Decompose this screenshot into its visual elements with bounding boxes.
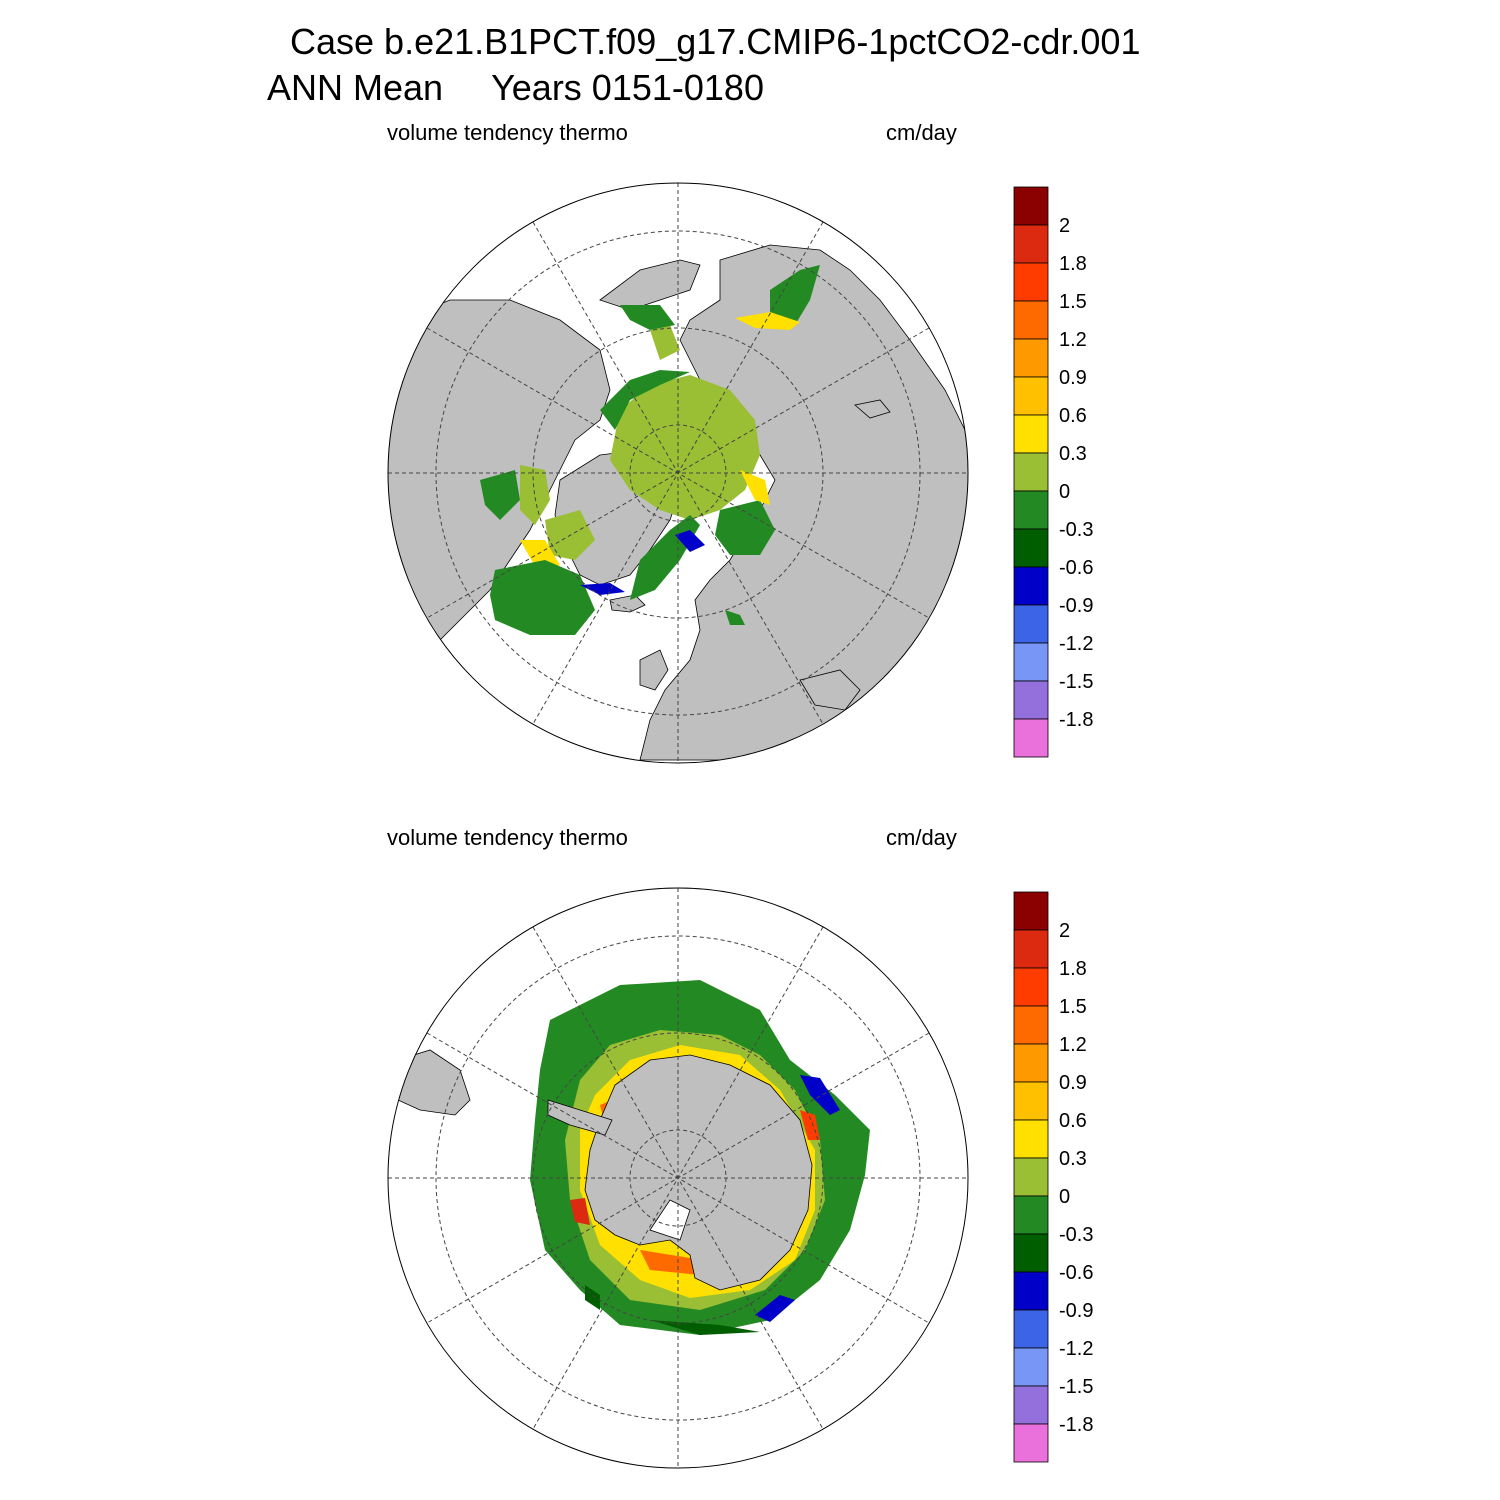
south-colorbar-label: -0.6 — [1059, 1262, 1093, 1284]
north-polar-map — [387, 182, 969, 764]
north-colorbar-box — [1013, 224, 1049, 264]
north-graticule — [388, 183, 968, 763]
south-colorbar-box — [1013, 1233, 1049, 1273]
south-colorbar-box — [1013, 1043, 1049, 1083]
north-colorbar-box — [1013, 414, 1049, 454]
north-colorbar-box — [1013, 566, 1049, 606]
south-colorbar-box — [1013, 1157, 1049, 1197]
south-colorbar-box — [1013, 929, 1049, 969]
south-colorbar-label: -1.2 — [1059, 1338, 1093, 1360]
south-colorbar-box — [1013, 1347, 1049, 1387]
south-colorbar-box — [1013, 1081, 1049, 1121]
south-colorbar-label: -0.3 — [1059, 1224, 1093, 1246]
antarctic-peninsula — [547, 1099, 613, 1136]
north-colorbar-label: 1.5 — [1059, 291, 1087, 313]
south-colorbar-label: 0.6 — [1059, 1110, 1087, 1132]
north-central-ice — [610, 375, 760, 520]
north-colorbar-box — [1013, 262, 1049, 302]
labrador-sea-ice — [490, 560, 595, 635]
south-america-tip — [397, 1049, 471, 1116]
north-variable-label: volume tendency thermo — [387, 120, 628, 145]
north-colorbar-label: 0.9 — [1059, 367, 1087, 389]
south-polar-map — [387, 887, 969, 1469]
south-colorbar-box — [1013, 967, 1049, 1007]
north-colorbar-box — [1013, 186, 1049, 226]
south-colorbar-box — [1013, 1309, 1049, 1349]
north-units-label: cm/day — [886, 120, 957, 145]
south-colorbar-box — [1013, 1271, 1049, 1311]
north-colorbar-label: -1.5 — [1059, 671, 1093, 693]
north-colorbar-box — [1013, 528, 1049, 568]
season-label: ANN Mean — [267, 67, 444, 108]
south-variable-label: volume tendency thermo — [387, 825, 628, 850]
south-colorbar-label: 0.3 — [1059, 1148, 1087, 1170]
north-colorbar-box — [1013, 376, 1049, 416]
north-colorbar-box — [1013, 680, 1049, 720]
north-colorbar-label: 0.6 — [1059, 405, 1087, 427]
north-colorbar-label: 1.2 — [1059, 329, 1087, 351]
north-colorbar-box — [1013, 604, 1049, 644]
north-map-border — [387, 182, 969, 764]
south-colorbar-box — [1013, 1423, 1049, 1463]
north-colorbar-label: -1.2 — [1059, 633, 1093, 655]
north-colorbar-label: 2 — [1059, 215, 1070, 237]
years-label: Years 0151-0180 — [491, 67, 764, 108]
south-units-label: cm/day — [886, 825, 957, 850]
case-title: Case b.e21.B1PCT.f09_g17.CMIP6-1pctCO2-c… — [290, 21, 1141, 62]
antarctica — [584, 1054, 813, 1291]
north-colorbar-label: 0 — [1059, 481, 1070, 503]
north-colorbar-label: -0.9 — [1059, 595, 1093, 617]
south-colorbar: 2 1.8 1.5 1.2 0.9 0.6 0.3 0 -0.3 -0.6 -0.9 -1.2 -1.5… — [1013, 891, 1093, 1463]
south-map-border — [387, 887, 969, 1469]
south-colorbar-label: -1.5 — [1059, 1376, 1093, 1398]
north-colorbar-box — [1013, 338, 1049, 378]
south-colorbar-label: 0 — [1059, 1186, 1070, 1208]
north-colorbar-box — [1013, 642, 1049, 682]
north-colorbar-box — [1013, 452, 1049, 492]
south-colorbar-box — [1013, 891, 1049, 931]
north-colorbar-box — [1013, 490, 1049, 530]
south-colorbar-label: -0.9 — [1059, 1300, 1093, 1322]
south-colorbar-label: 1.8 — [1059, 958, 1087, 980]
north-colorbar: 2 1.8 1.5 1.2 0.9 0.6 0.3 0 -0.3 -0.6 -0.9 -1.2 -1.5… — [1013, 186, 1093, 758]
south-colorbar-label: 1.2 — [1059, 1034, 1087, 1056]
north-sea-ice — [480, 265, 820, 635]
ross-sea-shelf — [649, 1199, 691, 1241]
north-colorbar-box — [1013, 718, 1049, 758]
north-colorbar-label: -1.8 — [1059, 709, 1093, 731]
north-colorbar-box — [1013, 300, 1049, 340]
north-colorbar-label: 1.8 — [1059, 253, 1087, 275]
south-colorbar-box — [1013, 1195, 1049, 1235]
south-colorbar-box — [1013, 1005, 1049, 1045]
south-colorbar-box — [1013, 1119, 1049, 1159]
north-colorbar-label: 0.3 — [1059, 443, 1087, 465]
south-colorbar-label: 0.9 — [1059, 1072, 1087, 1094]
north-colorbar-label: -0.3 — [1059, 519, 1093, 541]
season-years-title: ANN Mean Years 0151-0180 — [267, 70, 764, 106]
south-graticule — [388, 888, 968, 1468]
north-colorbar-label: -0.6 — [1059, 557, 1093, 579]
south-colorbar-label: 2 — [1059, 920, 1070, 942]
south-colorbar-label: 1.5 — [1059, 996, 1087, 1018]
south-colorbar-box — [1013, 1385, 1049, 1425]
south-colorbar-label: -1.8 — [1059, 1414, 1093, 1436]
